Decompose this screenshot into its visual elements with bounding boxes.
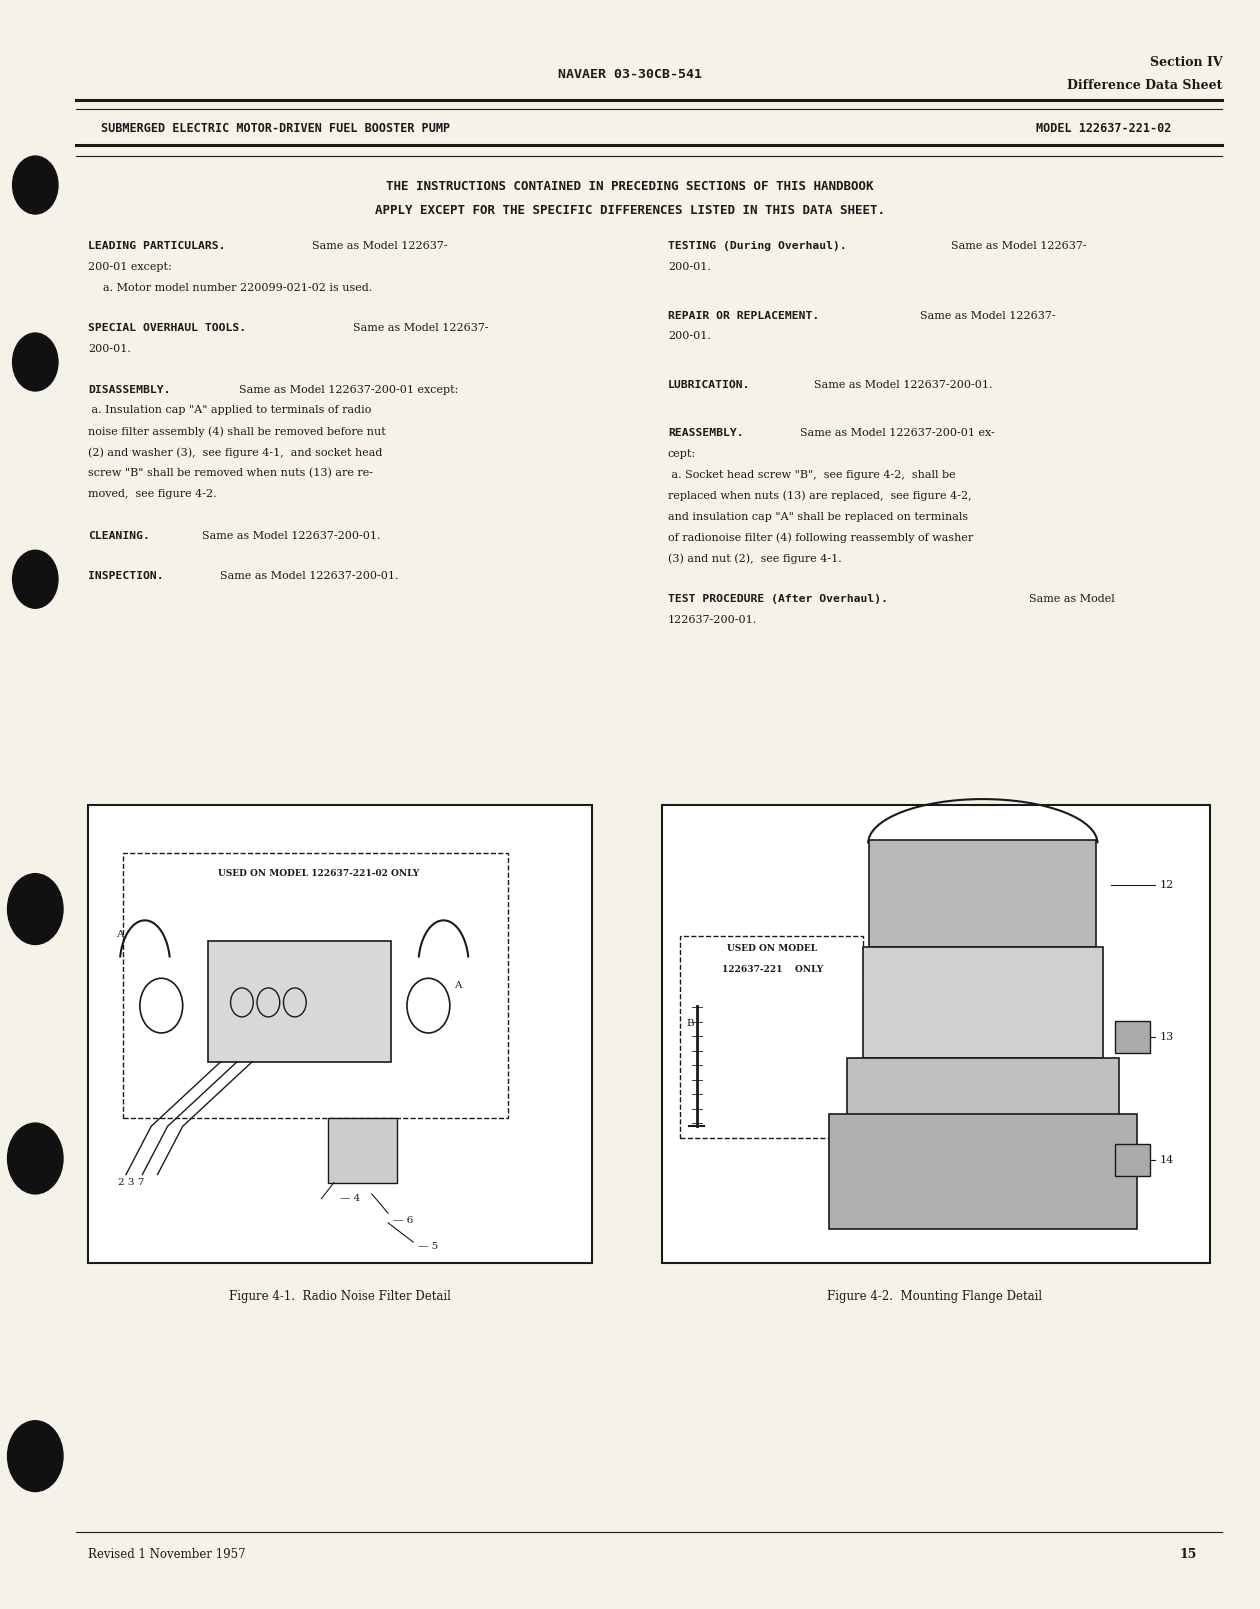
Text: Figure 4-1.  Radio Noise Filter Detail: Figure 4-1. Radio Noise Filter Detail xyxy=(229,1290,451,1303)
Bar xyxy=(680,936,863,1138)
Bar xyxy=(869,840,1096,946)
Circle shape xyxy=(8,874,63,944)
Text: LEADING PARTICULARS.: LEADING PARTICULARS. xyxy=(88,241,226,251)
Text: and insulation cap "A" shall be replaced on terminals: and insulation cap "A" shall be replaced… xyxy=(668,512,968,521)
Text: a. Insulation cap "A" applied to terminals of radio: a. Insulation cap "A" applied to termina… xyxy=(88,405,372,415)
Text: a. Motor model number 220099-021-02 is used.: a. Motor model number 220099-021-02 is u… xyxy=(103,283,373,293)
Text: 200-01.: 200-01. xyxy=(88,344,131,354)
Text: replaced when nuts (13) are replaced,  see figure 4-2,: replaced when nuts (13) are replaced, se… xyxy=(668,491,971,502)
Text: USED ON MODEL 122637-221-02 ONLY: USED ON MODEL 122637-221-02 ONLY xyxy=(218,869,420,879)
Bar xyxy=(123,853,508,1118)
Bar xyxy=(1115,1144,1150,1176)
Text: 13: 13 xyxy=(1159,1031,1173,1043)
Text: Same as Model 122637-200-01 except:: Same as Model 122637-200-01 except: xyxy=(239,385,459,394)
Circle shape xyxy=(13,333,58,391)
Text: of radionoise filter (4) following reassembly of washer: of radionoise filter (4) following reass… xyxy=(668,533,973,544)
Text: Difference Data Sheet: Difference Data Sheet xyxy=(1067,79,1222,92)
Text: Same as Model 122637-200-01.: Same as Model 122637-200-01. xyxy=(814,380,993,389)
Text: Section IV: Section IV xyxy=(1149,56,1222,69)
Text: Same as Model 122637-: Same as Model 122637- xyxy=(353,323,489,333)
Text: SUBMERGED ELECTRIC MOTOR-DRIVEN FUEL BOOSTER PUMP: SUBMERGED ELECTRIC MOTOR-DRIVEN FUEL BOO… xyxy=(101,122,450,135)
Circle shape xyxy=(8,1421,63,1492)
Circle shape xyxy=(13,156,58,214)
Text: B: B xyxy=(687,1018,694,1028)
Text: A: A xyxy=(454,981,461,991)
Text: 122637-200-01.: 122637-200-01. xyxy=(668,615,757,624)
Text: CLEANING.: CLEANING. xyxy=(88,531,150,541)
Text: APPLY EXCEPT FOR THE SPECIFIC DIFFERENCES LISTED IN THIS DATA SHEET.: APPLY EXCEPT FOR THE SPECIFIC DIFFERENCE… xyxy=(375,204,885,217)
Text: MODEL 122637-221-02: MODEL 122637-221-02 xyxy=(1037,122,1172,135)
Text: USED ON MODEL: USED ON MODEL xyxy=(727,944,818,954)
Text: Figure 4-2.  Mounting Flange Detail: Figure 4-2. Mounting Flange Detail xyxy=(828,1290,1042,1303)
Bar xyxy=(208,941,391,1062)
Text: — 4: — 4 xyxy=(340,1194,360,1204)
Text: 2 3 7: 2 3 7 xyxy=(118,1178,145,1187)
Text: a. Socket head screw "B",  see figure 4-2,  shall be: a. Socket head screw "B", see figure 4-2… xyxy=(668,470,955,479)
Bar xyxy=(829,1115,1137,1229)
Text: Same as Model: Same as Model xyxy=(1029,594,1115,603)
Text: 122637-221    ONLY: 122637-221 ONLY xyxy=(722,965,823,975)
Text: LUBRICATION.: LUBRICATION. xyxy=(668,380,750,389)
Text: (3) and nut (2),  see figure 4-1.: (3) and nut (2), see figure 4-1. xyxy=(668,553,842,565)
Text: A: A xyxy=(116,930,123,940)
Text: TESTING (During Overhaul).: TESTING (During Overhaul). xyxy=(668,241,847,251)
Bar xyxy=(1115,1020,1150,1052)
Text: DISASSEMBLY.: DISASSEMBLY. xyxy=(88,385,170,394)
Text: Same as Model 122637-: Same as Model 122637- xyxy=(951,241,1087,251)
Text: 14: 14 xyxy=(1159,1155,1173,1165)
Text: REASSEMBLY.: REASSEMBLY. xyxy=(668,428,743,438)
Text: TEST PROCEDURE (After Overhaul).: TEST PROCEDURE (After Overhaul). xyxy=(668,594,888,603)
Text: 15: 15 xyxy=(1179,1548,1197,1561)
Text: screw "B" shall be removed when nuts (13) are re-: screw "B" shall be removed when nuts (13… xyxy=(88,468,373,478)
Text: Same as Model 122637-: Same as Model 122637- xyxy=(920,311,1056,320)
Text: 12: 12 xyxy=(1159,880,1173,890)
Bar xyxy=(328,1118,397,1183)
Text: cept:: cept: xyxy=(668,449,696,459)
Text: SPECIAL OVERHAUL TOOLS.: SPECIAL OVERHAUL TOOLS. xyxy=(88,323,246,333)
Text: THE INSTRUCTIONS CONTAINED IN PRECEDING SECTIONS OF THIS HANDBOOK: THE INSTRUCTIONS CONTAINED IN PRECEDING … xyxy=(387,180,873,193)
Bar xyxy=(88,804,592,1263)
Text: (2) and washer (3),  see figure 4-1,  and socket head: (2) and washer (3), see figure 4-1, and … xyxy=(88,447,383,459)
Text: Same as Model 122637-200-01.: Same as Model 122637-200-01. xyxy=(202,531,381,541)
Text: 200-01.: 200-01. xyxy=(668,262,711,272)
Text: Same as Model 122637-200-01.: Same as Model 122637-200-01. xyxy=(220,571,399,581)
Text: Revised 1 November 1957: Revised 1 November 1957 xyxy=(88,1548,246,1561)
Text: REPAIR OR REPLACEMENT.: REPAIR OR REPLACEMENT. xyxy=(668,311,819,320)
Bar xyxy=(863,946,1102,1057)
Text: Same as Model 122637-: Same as Model 122637- xyxy=(312,241,449,251)
Text: 200-01 except:: 200-01 except: xyxy=(88,262,171,272)
Text: NAVAER 03-30CB-541: NAVAER 03-30CB-541 xyxy=(558,68,702,80)
Circle shape xyxy=(8,1123,63,1194)
Text: 200-01.: 200-01. xyxy=(668,331,711,341)
Text: Same as Model 122637-200-01 ex-: Same as Model 122637-200-01 ex- xyxy=(800,428,995,438)
Text: moved,  see figure 4-2.: moved, see figure 4-2. xyxy=(88,489,217,499)
Text: — 5: — 5 xyxy=(418,1242,438,1252)
Text: noise filter assembly (4) shall be removed before nut: noise filter assembly (4) shall be remov… xyxy=(88,426,386,438)
Circle shape xyxy=(13,550,58,608)
Text: INSPECTION.: INSPECTION. xyxy=(88,571,164,581)
Bar xyxy=(847,1057,1119,1128)
Bar xyxy=(662,804,1210,1263)
Text: — 6: — 6 xyxy=(393,1216,413,1226)
